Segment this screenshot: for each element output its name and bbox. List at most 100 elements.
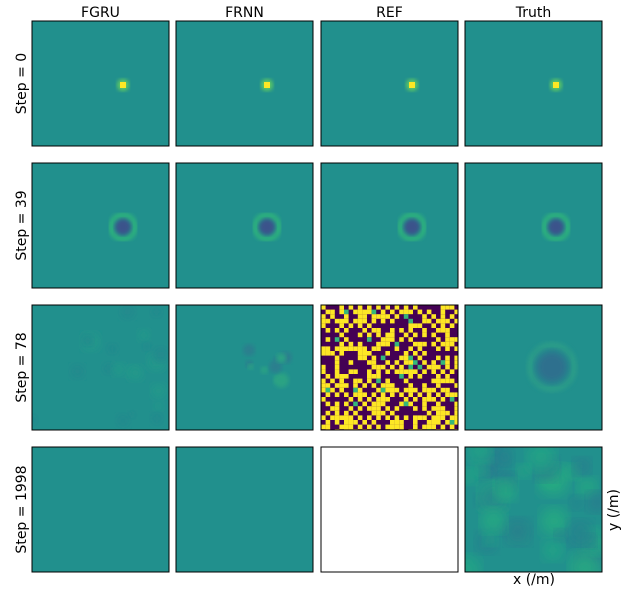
pixel	[436, 402, 441, 407]
pixel	[335, 415, 340, 420]
pixel	[372, 383, 377, 388]
pixel	[395, 342, 400, 347]
panel	[321, 305, 459, 434]
pixel	[413, 425, 418, 430]
pixel	[321, 314, 326, 319]
pixel	[390, 333, 395, 338]
spot	[120, 82, 126, 88]
pixel	[376, 411, 381, 416]
panel	[26, 304, 169, 430]
pixel	[404, 333, 409, 338]
pixel	[358, 314, 363, 319]
pixel	[413, 406, 418, 411]
panel-image	[176, 21, 313, 146]
pixel	[362, 392, 367, 397]
pixel	[404, 360, 409, 365]
pixel	[353, 392, 358, 397]
pixel	[436, 337, 441, 342]
pixel	[445, 411, 450, 416]
pixel	[404, 397, 409, 402]
bg	[32, 305, 169, 430]
ripple	[151, 412, 163, 424]
pixel	[431, 388, 436, 393]
pixel	[390, 383, 395, 388]
pixel	[372, 356, 377, 361]
bg	[176, 447, 313, 572]
pixel	[422, 425, 427, 430]
pixel	[408, 337, 413, 342]
pixel	[339, 388, 344, 393]
pixel	[427, 397, 432, 402]
pixel	[418, 310, 423, 315]
pixel	[326, 388, 331, 393]
ripple	[138, 329, 150, 341]
pixel	[436, 374, 441, 379]
pixel	[326, 319, 331, 324]
pixel	[418, 392, 423, 397]
pixel	[390, 337, 395, 342]
pixel	[326, 425, 331, 430]
pixel	[418, 342, 423, 347]
pixel	[413, 351, 418, 356]
pixel	[358, 310, 363, 315]
pixel	[436, 392, 441, 397]
pixel	[390, 319, 395, 324]
pixel	[372, 392, 377, 397]
pixel	[358, 379, 363, 384]
pixel	[385, 383, 390, 388]
pixel	[321, 415, 326, 420]
pixel	[367, 425, 372, 430]
pixel	[445, 333, 450, 338]
pixel	[385, 314, 390, 319]
blob	[567, 520, 593, 546]
panel-image	[32, 163, 169, 288]
blob	[496, 448, 514, 466]
pixel	[413, 397, 418, 402]
pixel	[422, 319, 427, 324]
pixel	[335, 328, 340, 333]
pixel	[427, 420, 432, 425]
pixel	[436, 356, 441, 361]
pixel	[450, 397, 455, 402]
pixel	[349, 415, 354, 420]
pixel	[441, 379, 446, 384]
pixel	[358, 356, 363, 361]
pixel	[330, 314, 335, 319]
pixel	[441, 415, 446, 420]
pixel	[385, 425, 390, 430]
pixel	[353, 310, 358, 315]
panel	[32, 163, 169, 288]
pixel	[441, 342, 446, 347]
panel-image	[452, 440, 610, 584]
pixel	[413, 333, 418, 338]
pixel	[450, 425, 455, 430]
pixel	[399, 425, 404, 430]
pixel	[372, 411, 377, 416]
pixel	[321, 379, 326, 384]
pixel	[321, 323, 326, 328]
blob	[570, 551, 601, 582]
pixel	[381, 319, 386, 324]
bg	[321, 21, 458, 146]
pixel	[335, 420, 340, 425]
pixel	[385, 397, 390, 402]
pixel	[335, 360, 340, 365]
pixel	[385, 342, 390, 347]
pixel	[372, 328, 377, 333]
column-title: Truth	[515, 5, 552, 21]
swirl	[243, 344, 255, 356]
panel	[465, 163, 602, 288]
pixel	[441, 397, 446, 402]
pixel	[408, 369, 413, 374]
pixel	[362, 310, 367, 315]
pixel	[399, 374, 404, 379]
pixel	[399, 369, 404, 374]
blob	[573, 457, 591, 475]
pixel	[362, 383, 367, 388]
pixel	[330, 415, 335, 420]
pixel	[358, 388, 363, 393]
pixel	[381, 397, 386, 402]
pixel	[385, 305, 390, 310]
blob	[472, 461, 489, 478]
pixel	[376, 314, 381, 319]
